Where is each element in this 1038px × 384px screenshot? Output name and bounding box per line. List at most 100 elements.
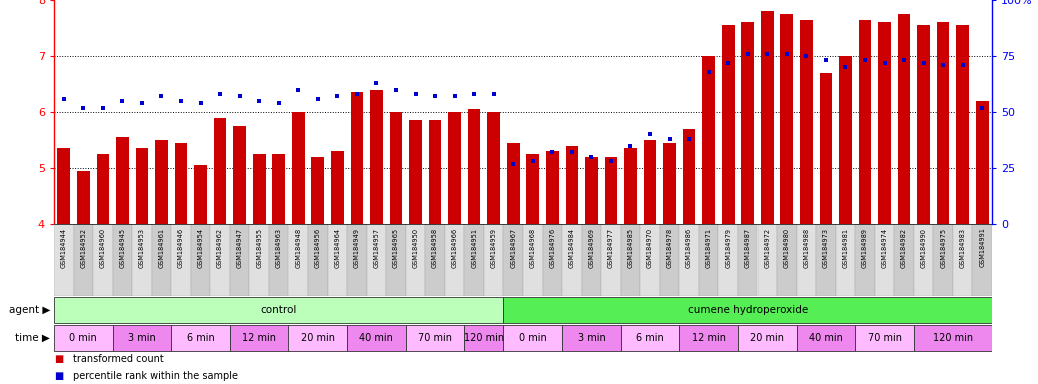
Bar — [956, 25, 969, 224]
Text: 12 min: 12 min — [691, 333, 726, 343]
Text: GSM184970: GSM184970 — [647, 228, 653, 268]
Text: GSM184981: GSM184981 — [843, 228, 848, 268]
Text: GSM184984: GSM184984 — [569, 228, 575, 268]
Text: GSM184963: GSM184963 — [276, 228, 281, 268]
Text: GSM184978: GSM184978 — [666, 228, 673, 268]
Point — [739, 51, 756, 57]
Bar — [660, 224, 679, 296]
Bar — [386, 224, 406, 296]
Bar — [543, 224, 563, 296]
Point — [212, 91, 228, 97]
Bar — [875, 224, 895, 296]
Bar — [211, 224, 229, 296]
Bar — [836, 224, 855, 296]
Text: time ▶: time ▶ — [16, 333, 50, 343]
Bar — [136, 148, 148, 224]
Text: GSM184972: GSM184972 — [764, 228, 770, 268]
Bar — [913, 224, 933, 296]
Bar — [621, 324, 679, 351]
Text: GSM184964: GSM184964 — [334, 228, 340, 268]
Bar — [878, 22, 891, 224]
Point — [154, 93, 170, 99]
Point — [387, 86, 404, 93]
Bar — [406, 224, 426, 296]
Text: GSM184945: GSM184945 — [119, 228, 126, 268]
Point — [466, 91, 483, 97]
Point — [407, 91, 424, 97]
Text: GSM184976: GSM184976 — [549, 228, 555, 268]
Bar — [445, 224, 464, 296]
Point — [290, 86, 306, 93]
Text: GSM184944: GSM184944 — [61, 228, 66, 268]
Bar — [448, 112, 461, 224]
Bar — [406, 324, 464, 351]
Text: GSM184973: GSM184973 — [823, 228, 829, 268]
Bar — [839, 56, 852, 224]
Text: GSM184988: GSM184988 — [803, 228, 810, 268]
Bar — [74, 224, 93, 296]
Bar — [57, 148, 71, 224]
Point — [603, 158, 620, 164]
Text: 3 min: 3 min — [577, 333, 605, 343]
Bar — [953, 224, 973, 296]
Point — [251, 98, 268, 104]
Point — [329, 93, 346, 99]
Text: GSM184949: GSM184949 — [354, 228, 360, 268]
Text: ■: ■ — [54, 354, 63, 364]
Bar — [171, 224, 191, 296]
Text: ■: ■ — [54, 371, 63, 381]
Text: 20 min: 20 min — [301, 333, 335, 343]
Point — [916, 60, 932, 66]
Bar — [468, 109, 481, 224]
Bar — [487, 112, 500, 224]
Point — [954, 62, 971, 68]
Text: GSM184951: GSM184951 — [471, 228, 477, 268]
Point — [55, 96, 72, 102]
Bar — [604, 157, 618, 224]
Point — [271, 100, 288, 106]
Bar — [796, 224, 816, 296]
Bar — [214, 118, 226, 224]
Text: percentile rank within the sample: percentile rank within the sample — [73, 371, 238, 381]
Bar — [820, 73, 832, 224]
Point — [622, 142, 638, 149]
Text: control: control — [261, 305, 297, 315]
Bar — [644, 140, 656, 224]
Bar — [171, 324, 229, 351]
Bar — [507, 143, 520, 224]
Text: cumene hydroperoxide: cumene hydroperoxide — [687, 305, 808, 315]
Text: 6 min: 6 min — [187, 333, 215, 343]
Text: GSM184969: GSM184969 — [589, 228, 595, 268]
Bar — [581, 224, 601, 296]
Bar — [703, 56, 715, 224]
Text: GSM184983: GSM184983 — [960, 228, 965, 268]
Point — [701, 69, 717, 75]
Point — [935, 62, 952, 68]
Point — [974, 104, 990, 111]
Bar — [855, 324, 913, 351]
Bar — [113, 224, 132, 296]
Point — [486, 91, 502, 97]
Bar — [781, 14, 793, 224]
Text: 70 min: 70 min — [418, 333, 453, 343]
Bar — [464, 224, 484, 296]
Bar — [289, 324, 347, 351]
Text: GSM184954: GSM184954 — [197, 228, 203, 268]
Text: GSM184952: GSM184952 — [80, 228, 86, 268]
Bar — [253, 154, 266, 224]
Point — [231, 93, 248, 99]
Bar — [761, 11, 773, 224]
Text: GSM184956: GSM184956 — [315, 228, 321, 268]
Bar — [328, 224, 347, 296]
Text: GSM184985: GSM184985 — [628, 228, 633, 268]
Text: GSM184966: GSM184966 — [452, 228, 458, 268]
Point — [192, 100, 209, 106]
Point — [172, 98, 189, 104]
Bar — [758, 224, 777, 296]
Text: GSM184989: GSM184989 — [862, 228, 868, 268]
Text: 0 min: 0 min — [519, 333, 547, 343]
Text: transformed count: transformed count — [73, 354, 163, 364]
Bar — [93, 224, 113, 296]
Bar — [683, 129, 695, 224]
Bar — [563, 224, 581, 296]
